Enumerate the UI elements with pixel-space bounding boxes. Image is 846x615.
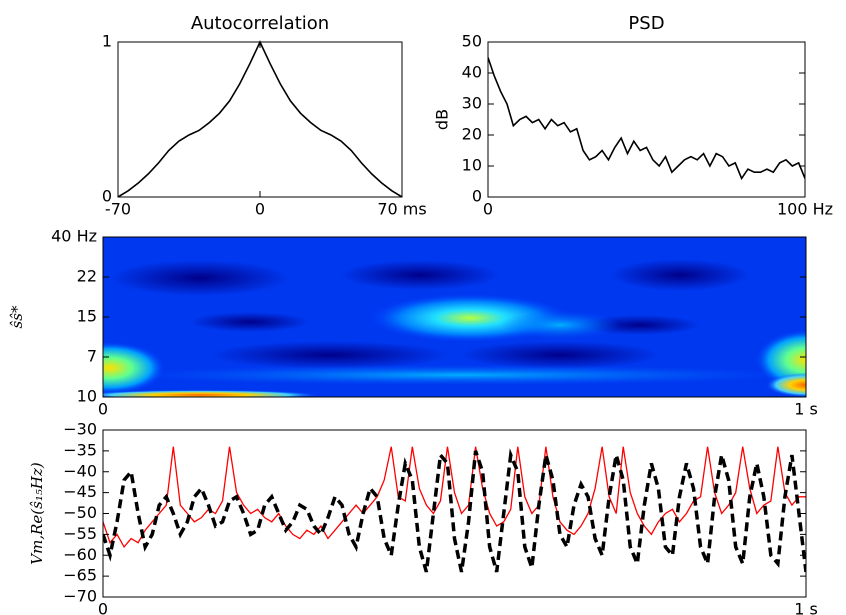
y-tick-label: 0 [472, 187, 482, 206]
x-tick-label: 0 [98, 400, 108, 419]
y-tick-label: 15 [77, 307, 97, 326]
y-tick-label: 7 [87, 347, 97, 366]
x-tick-label: 1 s [794, 600, 818, 615]
axes-frame [487, 41, 806, 198]
x-tick-label: 70 ms [377, 200, 426, 219]
dashed-line [103, 448, 806, 573]
y-tick-label: 22 [77, 267, 97, 286]
x-tick-label: 100 Hz [777, 200, 833, 219]
x-tick-label: 1 s [794, 400, 818, 419]
axes-frame [102, 429, 807, 598]
data-line [488, 57, 805, 181]
x-tick-label: -70 [105, 200, 131, 219]
axes-frame [117, 41, 403, 198]
y-tick-label: 40 Hz [51, 227, 97, 246]
y-tick-label: 50 [462, 32, 482, 51]
y-tick-label: −45 [63, 482, 97, 501]
y-tick-label: −60 [63, 545, 97, 564]
data-line [118, 40, 402, 198]
y-tick-label: 1 [102, 32, 112, 51]
x-tick-label: 0 [98, 600, 108, 615]
y-tick-label: −70 [63, 587, 97, 606]
spectrogram-image [103, 237, 806, 397]
y-tick-label: −40 [63, 461, 97, 480]
y-tick-label: 20 [462, 125, 482, 144]
y-tick-label: −30 [63, 420, 97, 439]
y-tick-label: −55 [63, 524, 97, 543]
y-axis-label: ŝŝ* [8, 305, 26, 328]
y-tick-label: 30 [462, 94, 482, 113]
y-tick-label: 40 [462, 63, 482, 82]
signal-line [103, 446, 806, 549]
y-tick-label: 10 [77, 387, 97, 406]
y-tick-label: 10 [462, 156, 482, 175]
x-tick-label: 0 [483, 200, 493, 219]
y-axis-label: dB [433, 109, 452, 130]
y-tick-label: −65 [63, 566, 97, 585]
y-tick-label: 0 [102, 187, 112, 206]
chart-title: Autocorrelation [191, 13, 329, 34]
chart-title: PSD [628, 13, 664, 34]
y-tick-label: −50 [63, 503, 97, 522]
x-tick-label: 0 [255, 200, 265, 219]
y-axis-label: Vm,Re(ŝ₁₅Hz) [28, 462, 46, 565]
y-tick-label: −35 [63, 440, 97, 459]
